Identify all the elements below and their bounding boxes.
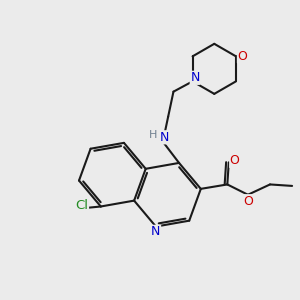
Text: Cl: Cl	[76, 199, 88, 212]
Text: O: O	[230, 154, 240, 167]
Text: O: O	[243, 195, 253, 208]
Text: N: N	[190, 71, 200, 84]
Text: O: O	[238, 50, 248, 63]
Text: N: N	[160, 131, 169, 144]
Text: H: H	[149, 130, 158, 140]
Text: N: N	[151, 225, 160, 239]
